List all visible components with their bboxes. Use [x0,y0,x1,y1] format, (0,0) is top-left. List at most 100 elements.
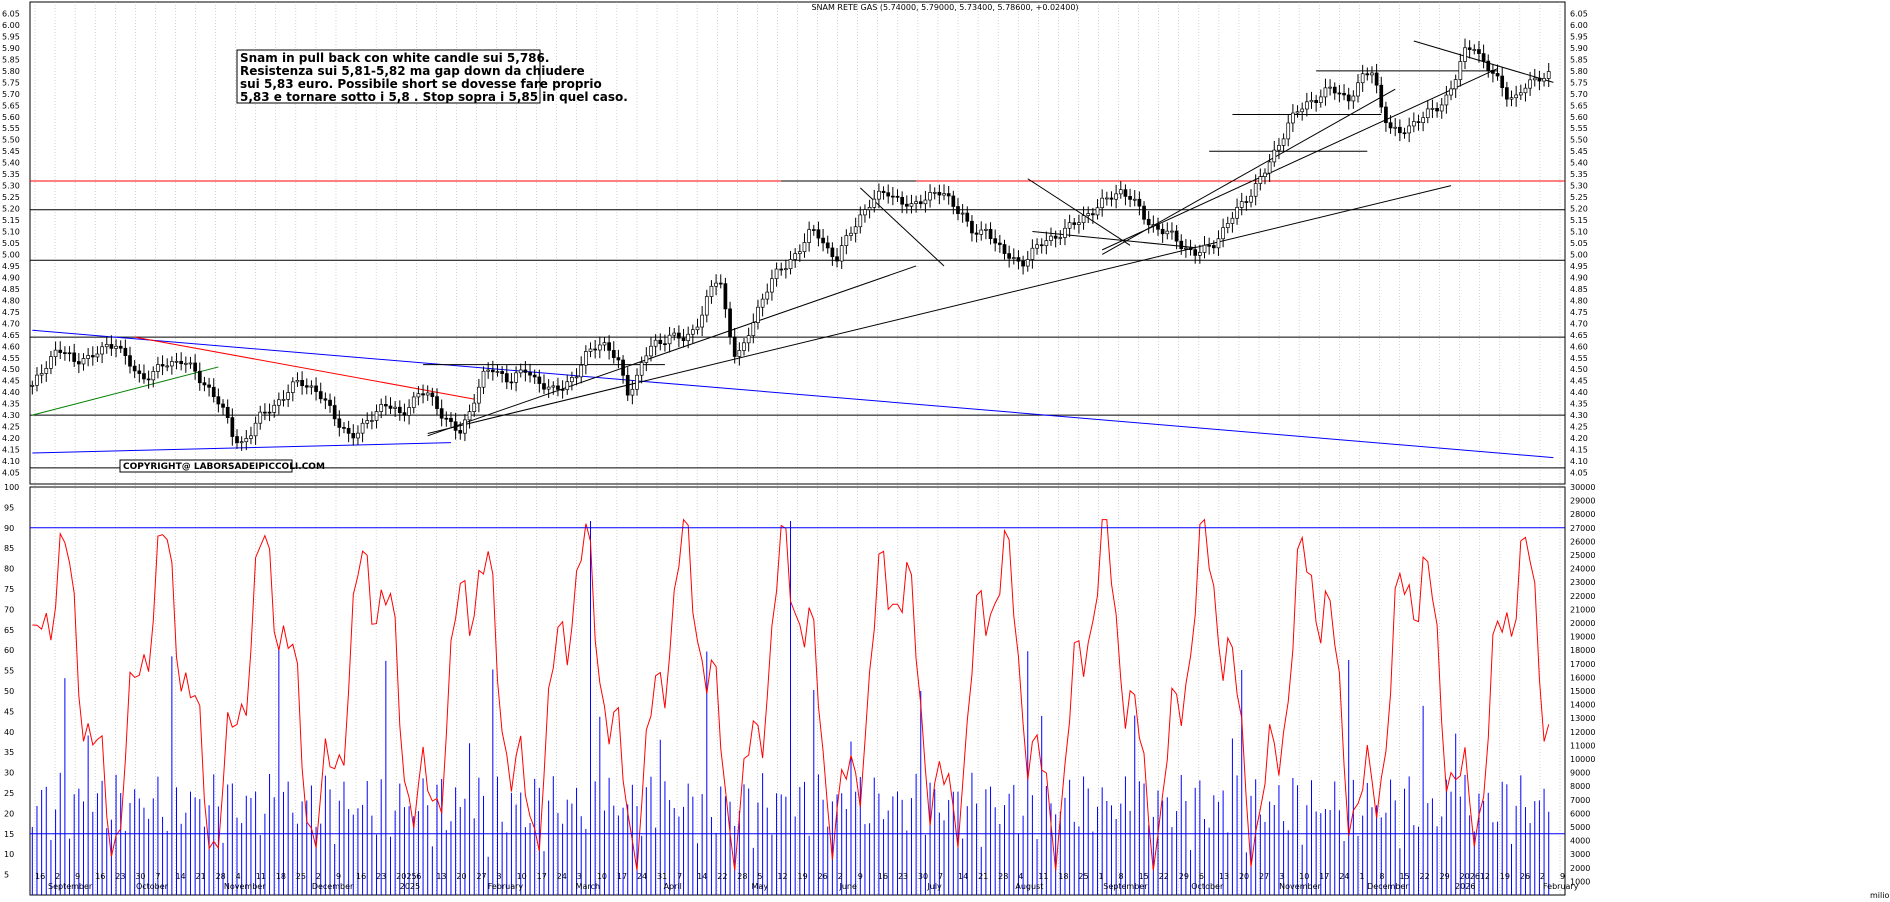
x-day-label: 10 [597,872,607,881]
candle-body [565,381,570,390]
x-day-label: 1 [1098,872,1103,881]
candle-body [1086,213,1091,216]
candle-body [1314,100,1318,103]
candle-body [309,385,314,388]
copyright-box [119,459,293,473]
oscillator-tick-label: 15 [4,830,14,839]
candle-body [523,369,528,373]
candle-body [439,408,444,419]
price-tick-label-left: 4.65 [2,331,20,340]
price-tick-label-right: 5.10 [1570,228,1588,237]
x-day-label: 9 [1560,872,1565,881]
price-tick-label-left: 5.40 [2,159,20,168]
candle-body [1011,257,1016,259]
candle-body [979,229,984,235]
candle-body [90,355,95,358]
candle-body [970,220,974,234]
volume-tick-label: 7000 [1570,796,1590,805]
candle-body [35,374,39,386]
candle-body [844,235,849,247]
price-axis: 6.05 6.05 6.00 6.00 5.95 5.95 5.90 5.90 5.85 5.85… [2,9,1588,477]
oscillator-tick-label: 55 [4,667,14,676]
x-day-label: 29 [1440,872,1450,881]
candle-body [951,195,956,207]
candle-body [695,326,700,331]
candle-body [1505,87,1509,100]
candle-body [1411,121,1416,127]
price-tick-label-right: 5.35 [1570,170,1588,179]
candle-body [579,364,584,378]
x-day-label: 8 [1379,872,1384,881]
candle-body [170,361,174,367]
trendline [427,265,917,437]
candle-body [1309,100,1314,103]
candle-body [118,345,123,349]
candle-body [225,406,230,418]
price-tick-label-left: 4.95 [2,262,20,271]
candle-body [1216,238,1221,249]
candle-body [425,392,430,396]
price-tick-label-right: 5.55 [1570,124,1588,133]
candle-body [1328,86,1332,89]
candle-body [1225,223,1230,229]
x-day-label: 17 [617,872,627,881]
candle-body [816,229,821,239]
candle-body [690,329,695,335]
oscillator-tick-label: 50 [4,687,14,696]
candle-body [793,253,798,260]
x-day-label: 22 [1420,872,1430,881]
x-day-label: 10 [517,872,527,881]
candle-body [463,419,467,434]
x-month-label: April [664,882,682,891]
candle-body [686,333,691,342]
candle-body [1398,126,1402,134]
trendline [1027,178,1131,246]
x-day-label: 1 [1359,872,1364,881]
candle-body [1342,92,1346,96]
candle-body [653,339,658,347]
candle-body [1235,207,1239,219]
candle-body [1421,117,1425,124]
candle-body [1137,198,1142,207]
candle-body [909,203,914,207]
candle-body [644,355,649,363]
candle-body [765,291,770,300]
price-tick-label-right: 5.80 [1570,67,1588,76]
x-day-label: 20 [456,872,466,881]
trendline [32,366,219,416]
x-day-label: 23 [898,872,908,881]
candle-body [672,332,677,336]
price-tick-label-left: 4.90 [2,273,20,282]
candle-body [1286,122,1291,140]
candle-body [1025,259,1030,267]
candle-body [551,385,556,388]
price-tick-label-right: 4.70 [1570,319,1588,328]
candles [30,38,1551,451]
candle-body [1379,84,1384,108]
price-tick-label-right: 4.35 [1570,400,1588,409]
candle-body [918,201,923,205]
oscillator-tick-label: 90 [4,524,14,533]
candle-body [1272,149,1277,163]
candle-body [1146,218,1151,226]
candle-body [1477,49,1481,54]
candle-body [249,435,253,439]
candle-body [807,229,811,243]
price-tick-label-right: 5.20 [1570,205,1588,214]
candle-body [1295,111,1300,114]
candle-body [286,392,291,400]
trendline [32,329,1554,459]
x-day-label: 28 [737,872,747,881]
volume-axis: 30000 29000 28000 27000 26000 25000 24000 23000… [1570,483,1595,886]
price-tick-label-right: 6.00 [1570,21,1588,30]
candle-body [746,335,751,344]
candle-body [1063,227,1067,238]
oscillator-tick-label: 25 [4,789,14,798]
candle-body [1416,121,1421,124]
volume-tick-label: 8000 [1570,782,1590,791]
candle-body [1221,227,1225,240]
candle-body [1291,112,1295,124]
oscillator-tick-label: 35 [4,748,14,757]
x-month-label: August [1015,882,1043,891]
candle-body [1486,60,1491,71]
